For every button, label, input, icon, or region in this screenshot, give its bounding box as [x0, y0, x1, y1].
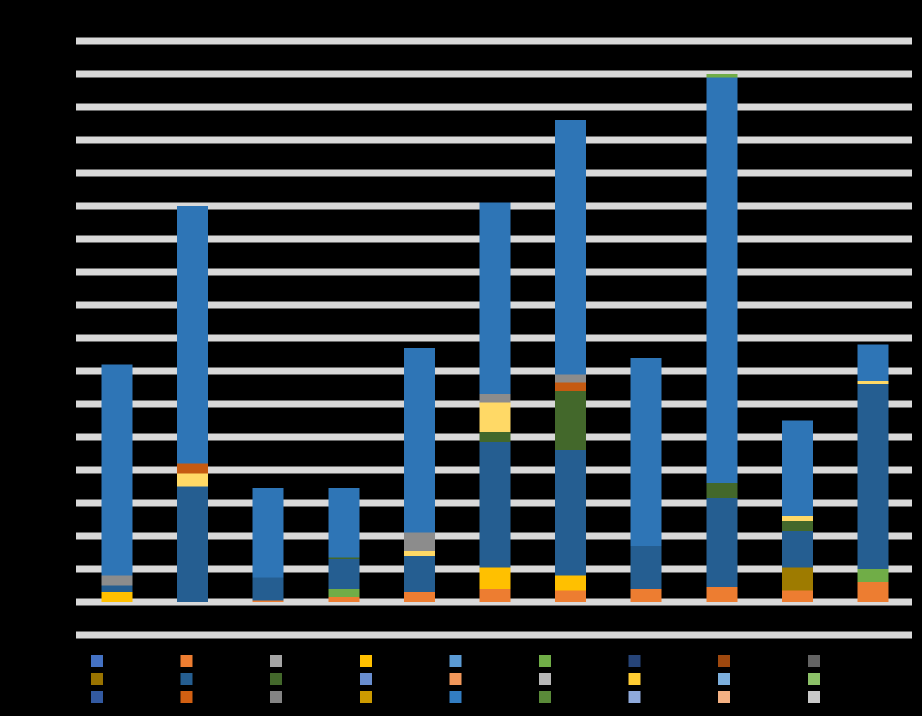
bar-segment [781, 590, 813, 602]
bar-stack [403, 347, 435, 602]
bar-segment [328, 588, 360, 598]
legend-swatch [807, 673, 820, 685]
bar-segment [555, 590, 587, 602]
bar-stack [252, 488, 284, 602]
legend-swatch [718, 655, 731, 667]
bar-segment [403, 347, 435, 533]
bar-segment [328, 557, 360, 560]
bar-segment [479, 402, 511, 433]
legend-swatch [807, 691, 820, 703]
bar-segment [555, 390, 587, 451]
legend-swatch [359, 655, 372, 667]
bar-segment [555, 374, 587, 383]
bar-segment [857, 582, 889, 602]
legend-swatch [270, 655, 283, 667]
bar-stack [555, 120, 587, 602]
bar-stack [630, 357, 662, 602]
bar-segment [101, 585, 133, 593]
bar-segment [252, 577, 284, 601]
bar-stack [177, 206, 209, 602]
legend-swatch [270, 691, 283, 703]
legend-swatch [449, 655, 462, 667]
legend-swatch [180, 655, 193, 667]
bar-segment [403, 550, 435, 556]
legend-swatch [539, 655, 551, 667]
bar-segment [403, 532, 435, 551]
bar-segment [177, 473, 209, 487]
bar-segment [101, 575, 133, 586]
bar-stack [101, 364, 133, 602]
bar-segment [555, 382, 587, 391]
bar-segment [781, 420, 813, 517]
legend-swatch [91, 655, 103, 667]
bar-segment [781, 531, 813, 568]
bar-stack [857, 344, 889, 602]
bar-segment [706, 77, 738, 484]
bar-segment [479, 567, 511, 589]
legend-swatch [718, 691, 731, 703]
bar-segment [479, 441, 511, 568]
bar-segment [252, 600, 284, 602]
legend-swatch [449, 691, 462, 703]
legend-swatch [539, 673, 551, 685]
bar-segment [328, 597, 360, 602]
bar-stacks [101, 74, 889, 602]
bar-segment [781, 567, 813, 591]
legend-swatch [718, 673, 731, 685]
bar-segment [857, 384, 889, 569]
bar-segment [857, 569, 889, 583]
legend-swatch [359, 691, 372, 703]
legend-swatch [807, 655, 820, 667]
bar-segment [177, 486, 209, 602]
legend-swatch [180, 691, 193, 703]
legend-swatch [270, 673, 283, 685]
bar-segment [479, 432, 511, 442]
bar-segment [706, 587, 738, 602]
legend-swatch [628, 655, 641, 667]
legend-swatch [539, 691, 551, 703]
bar-segment [177, 463, 209, 474]
bar-segment [177, 206, 209, 464]
bar-stack [706, 74, 738, 602]
bar-segment [630, 357, 662, 546]
bar-segment [555, 450, 587, 576]
bar-segment [101, 364, 133, 576]
bar-segment [857, 380, 889, 385]
bar-segment [252, 488, 284, 578]
legend-swatch [449, 673, 462, 685]
legend-swatch [91, 691, 103, 703]
bar-segment [403, 592, 435, 602]
bar-segment [479, 202, 511, 395]
bar-stack [479, 202, 511, 602]
legend-swatch [180, 673, 193, 685]
bar-segment [630, 588, 662, 602]
bar-segment [555, 575, 587, 591]
bar-segment [479, 394, 511, 403]
legend-swatch [628, 691, 641, 703]
bar-segment [479, 588, 511, 602]
bar-segment [781, 521, 813, 532]
legend-swatch [628, 673, 641, 685]
legend-swatch [91, 673, 103, 685]
bar-segment [706, 74, 738, 78]
bar-stack [328, 488, 360, 602]
legend-swatch [359, 673, 372, 685]
bar-segment [101, 592, 133, 602]
bar-segment [328, 488, 360, 558]
bar-segment [857, 344, 889, 381]
bar-segment [403, 555, 435, 593]
legend [91, 655, 820, 703]
bar-segment [706, 483, 738, 499]
bar-segment [706, 498, 738, 588]
bar-segment [781, 516, 813, 522]
bar-segment [555, 120, 587, 375]
bar-segment [630, 545, 662, 589]
bar-segment [328, 559, 360, 589]
bar-stack [781, 420, 813, 602]
